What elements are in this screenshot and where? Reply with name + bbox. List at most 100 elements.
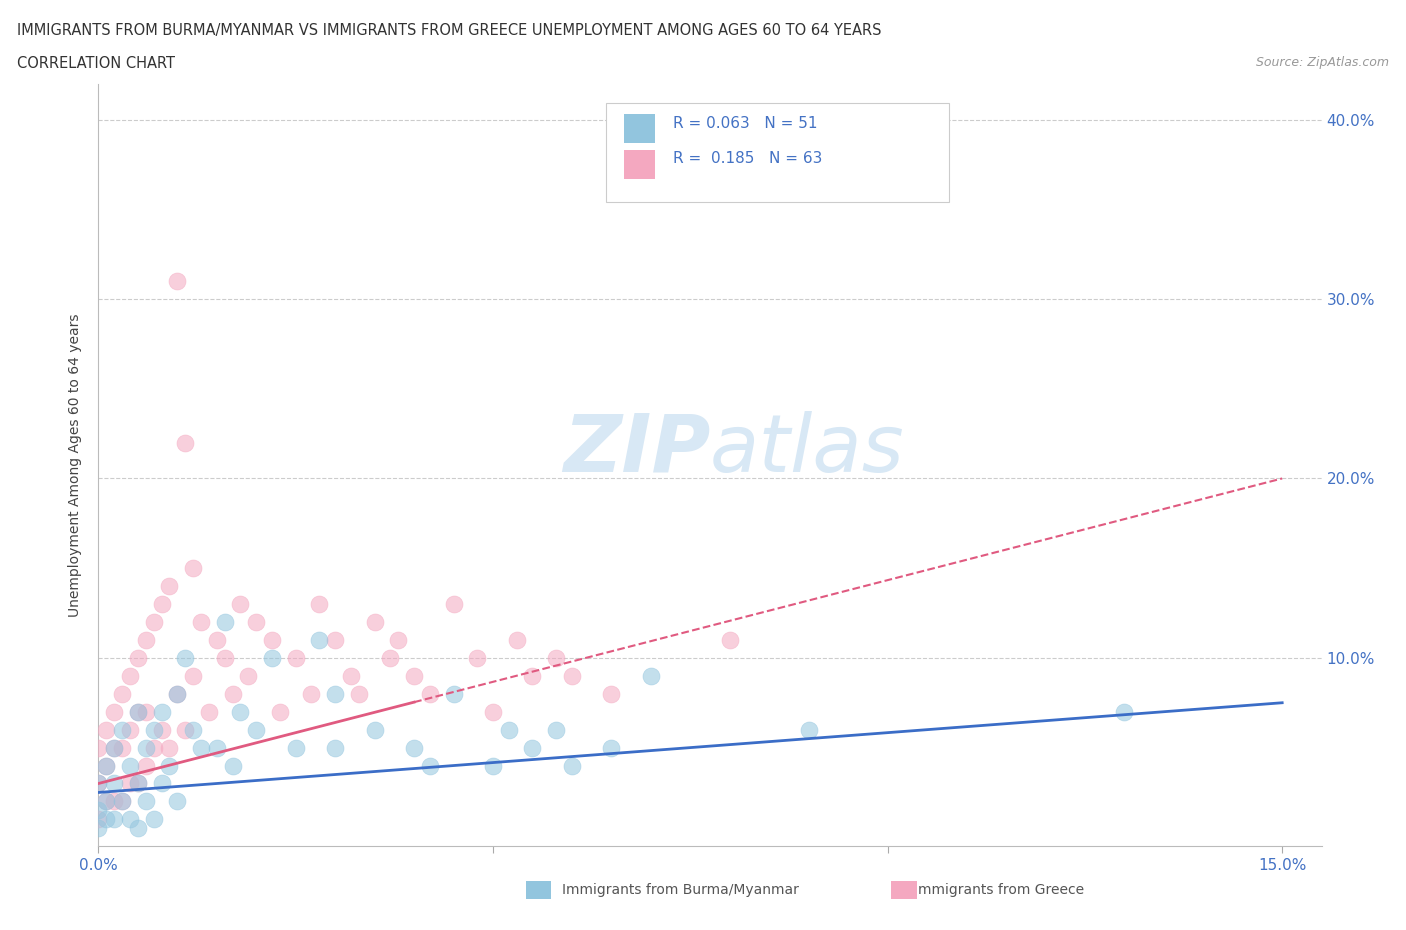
Point bbox=[505, 632, 527, 647]
Point bbox=[166, 686, 188, 701]
Point bbox=[159, 758, 181, 773]
Point bbox=[166, 794, 188, 809]
Point bbox=[150, 723, 173, 737]
Point bbox=[87, 740, 110, 755]
Text: IMMIGRANTS FROM BURMA/MYANMAR VS IMMIGRANTS FROM GREECE UNEMPLOYMENT AMONG AGES : IMMIGRANTS FROM BURMA/MYANMAR VS IMMIGRA… bbox=[17, 23, 882, 38]
Bar bbox=[624, 150, 655, 179]
Point bbox=[522, 669, 544, 684]
Point bbox=[380, 650, 402, 665]
Point bbox=[561, 669, 583, 684]
Y-axis label: Unemployment Among Ages 60 to 64 years: Unemployment Among Ages 60 to 64 years bbox=[69, 313, 83, 617]
Point bbox=[159, 578, 181, 593]
Point bbox=[718, 632, 741, 647]
Point bbox=[159, 740, 181, 755]
Point bbox=[190, 615, 212, 630]
Point bbox=[308, 632, 330, 647]
Point bbox=[103, 794, 125, 809]
Point bbox=[260, 632, 283, 647]
Point bbox=[214, 615, 236, 630]
Point bbox=[198, 704, 221, 719]
Point bbox=[118, 723, 141, 737]
Point bbox=[214, 650, 236, 665]
Point bbox=[135, 740, 157, 755]
Text: R =  0.185   N = 63: R = 0.185 N = 63 bbox=[673, 151, 823, 166]
Point bbox=[103, 704, 125, 719]
Point bbox=[245, 723, 267, 737]
Point bbox=[127, 650, 149, 665]
Point bbox=[363, 723, 385, 737]
Point bbox=[301, 686, 323, 701]
Point bbox=[229, 704, 252, 719]
Point bbox=[150, 704, 173, 719]
Point bbox=[127, 821, 149, 836]
Point bbox=[347, 686, 370, 701]
Point bbox=[111, 686, 134, 701]
Point bbox=[96, 758, 118, 773]
Point bbox=[118, 669, 141, 684]
Point bbox=[308, 597, 330, 612]
Point bbox=[118, 776, 141, 790]
Point bbox=[561, 758, 583, 773]
Point bbox=[404, 740, 426, 755]
Point bbox=[269, 704, 291, 719]
Point bbox=[205, 632, 228, 647]
Point bbox=[96, 794, 118, 809]
Point bbox=[387, 632, 409, 647]
Text: ZIP: ZIP bbox=[562, 411, 710, 489]
Text: R = 0.063   N = 51: R = 0.063 N = 51 bbox=[673, 116, 818, 131]
Point bbox=[87, 821, 110, 836]
Point bbox=[797, 723, 820, 737]
Point bbox=[522, 740, 544, 755]
Point bbox=[111, 723, 134, 737]
Point bbox=[111, 794, 134, 809]
Point bbox=[546, 723, 568, 737]
Point bbox=[229, 597, 252, 612]
Point bbox=[363, 615, 385, 630]
Point bbox=[419, 686, 441, 701]
Point bbox=[443, 597, 465, 612]
Point bbox=[118, 758, 141, 773]
Point bbox=[127, 704, 149, 719]
Point bbox=[135, 794, 157, 809]
Point bbox=[96, 812, 118, 827]
Point bbox=[221, 758, 243, 773]
Point bbox=[181, 669, 204, 684]
Point bbox=[245, 615, 267, 630]
Point bbox=[96, 723, 118, 737]
Point bbox=[96, 758, 118, 773]
Point bbox=[166, 273, 188, 288]
Point bbox=[103, 812, 125, 827]
Point bbox=[181, 561, 204, 576]
Point bbox=[135, 704, 157, 719]
Point bbox=[482, 704, 505, 719]
Point bbox=[166, 686, 188, 701]
Point bbox=[323, 740, 346, 755]
Point bbox=[323, 686, 346, 701]
FancyBboxPatch shape bbox=[606, 103, 949, 202]
Point bbox=[127, 776, 149, 790]
Point bbox=[142, 740, 165, 755]
Point bbox=[135, 632, 157, 647]
Point bbox=[323, 632, 346, 647]
Point bbox=[174, 723, 197, 737]
Point bbox=[135, 758, 157, 773]
Point bbox=[103, 740, 125, 755]
Point bbox=[482, 758, 505, 773]
Point bbox=[221, 686, 243, 701]
Point bbox=[87, 803, 110, 817]
Point bbox=[498, 723, 520, 737]
Point bbox=[181, 723, 204, 737]
Point bbox=[640, 669, 662, 684]
Point bbox=[546, 650, 568, 665]
Point bbox=[111, 740, 134, 755]
Point bbox=[142, 723, 165, 737]
Point bbox=[103, 740, 125, 755]
Point bbox=[600, 686, 623, 701]
Point bbox=[205, 740, 228, 755]
Point bbox=[174, 435, 197, 450]
Point bbox=[150, 776, 173, 790]
Point bbox=[87, 776, 110, 790]
Point bbox=[87, 776, 110, 790]
Point bbox=[118, 812, 141, 827]
Text: Source: ZipAtlas.com: Source: ZipAtlas.com bbox=[1256, 56, 1389, 69]
